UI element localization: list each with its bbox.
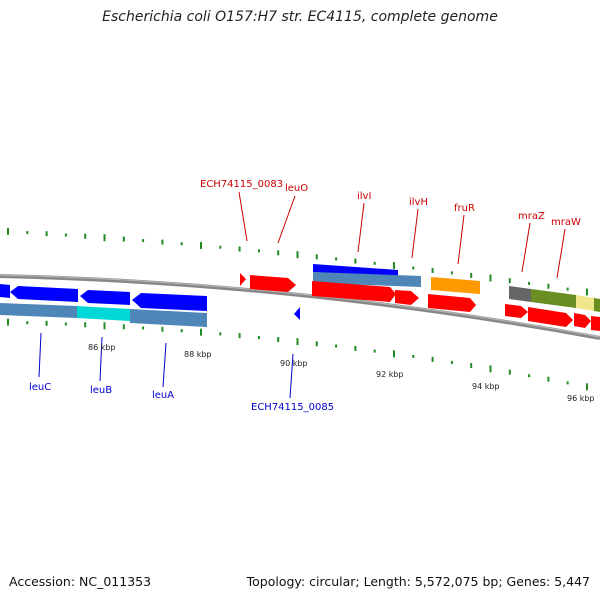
kbp-label-90: 90 kbp bbox=[280, 359, 308, 368]
kbp-label-88: 88 kbp bbox=[184, 350, 212, 359]
kbp-scale: 86 kbp 88 kbp 90 kbp 92 kbp 94 kbp 96 kb… bbox=[88, 343, 595, 403]
gene-ECH74115_0085[interactable] bbox=[294, 307, 300, 320]
gene-leuO[interactable] bbox=[250, 275, 296, 292]
gene-mraZ[interactable] bbox=[505, 304, 528, 318]
accession-label: Accession: NC_011353 bbox=[9, 574, 152, 589]
label-ilvH: ilvH bbox=[409, 197, 428, 208]
feature-olive-1[interactable] bbox=[531, 289, 576, 308]
gc-ticks-top bbox=[7, 227, 588, 296]
leader-ilvH bbox=[411, 208, 419, 259]
label-leuC: leuC bbox=[29, 382, 51, 393]
leader-ilvI bbox=[357, 202, 365, 253]
genome-backbone-highlight bbox=[0, 274, 600, 338]
label-leuA: leuA bbox=[152, 390, 174, 401]
leader-leuO bbox=[277, 195, 296, 244]
label-ECH74115_0085: ECH74115_0085 bbox=[251, 402, 334, 413]
gene-leuC[interactable] bbox=[10, 286, 78, 302]
feature-orange[interactable] bbox=[431, 277, 480, 294]
kbp-label-86: 86 kbp bbox=[88, 343, 116, 352]
feature-track-forward bbox=[431, 277, 600, 312]
label-leuB: leuB bbox=[90, 385, 112, 396]
feature-olive-2[interactable] bbox=[594, 298, 600, 312]
gene-leuC-fragment[interactable] bbox=[0, 284, 10, 298]
leader-fruR bbox=[457, 214, 465, 265]
label-mraZ: mraZ bbox=[518, 211, 545, 222]
gc-ticks-bottom bbox=[7, 318, 588, 391]
label-fruR: fruR bbox=[454, 203, 475, 214]
gene-label-group: ECH74115_0083 leuO ilvI ilvH fruR mraZ m… bbox=[29, 179, 581, 413]
genome-backbone bbox=[0, 274, 600, 340]
label-ilvI: ilvI bbox=[357, 191, 371, 202]
gene-small-1[interactable] bbox=[574, 313, 591, 328]
label-leuO: leuO bbox=[285, 183, 308, 194]
leader-leuC bbox=[38, 332, 42, 378]
kbp-label-92: 92 kbp bbox=[376, 370, 404, 379]
forward-genes bbox=[240, 273, 600, 331]
kbp-label-94: 94 kbp bbox=[472, 382, 500, 391]
leader-leuB bbox=[99, 336, 103, 382]
feature-gray[interactable] bbox=[509, 286, 531, 302]
genome-summary: Topology: circular; Length: 5,572,075 bp… bbox=[246, 574, 590, 589]
feature-track-reverse bbox=[0, 272, 421, 327]
gene-ilvI[interactable] bbox=[312, 281, 396, 302]
leader-ECH74115_0083 bbox=[238, 191, 248, 242]
label-ECH74115_0083: ECH74115_0083 bbox=[200, 179, 283, 190]
reverse-genes bbox=[0, 264, 398, 320]
leader-mraW bbox=[556, 228, 566, 279]
gene-mraW[interactable] bbox=[528, 307, 573, 327]
gene-small-2[interactable] bbox=[591, 316, 600, 331]
feature-steelblue-1[interactable] bbox=[0, 303, 77, 318]
map-title: Escherichia coli O157:H7 str. EC4115, co… bbox=[102, 9, 498, 25]
gene-leuA[interactable] bbox=[132, 293, 207, 311]
gene-ECH74115_0083[interactable] bbox=[240, 273, 246, 286]
gene-ilvH[interactable] bbox=[395, 290, 419, 305]
label-leaders bbox=[38, 191, 566, 399]
gene-fruR[interactable] bbox=[428, 294, 476, 312]
gene-leuB[interactable] bbox=[80, 290, 130, 305]
label-mraW: mraW bbox=[551, 217, 581, 228]
kbp-label-96: 96 kbp bbox=[567, 394, 595, 403]
leader-mraZ bbox=[521, 222, 531, 273]
feature-steelblue-2[interactable] bbox=[130, 309, 207, 327]
leader-leuA bbox=[162, 342, 167, 388]
leader-ECH74115_0085 bbox=[289, 353, 294, 399]
feature-cyan-1[interactable] bbox=[77, 306, 130, 321]
feature-yellow[interactable] bbox=[576, 295, 594, 311]
